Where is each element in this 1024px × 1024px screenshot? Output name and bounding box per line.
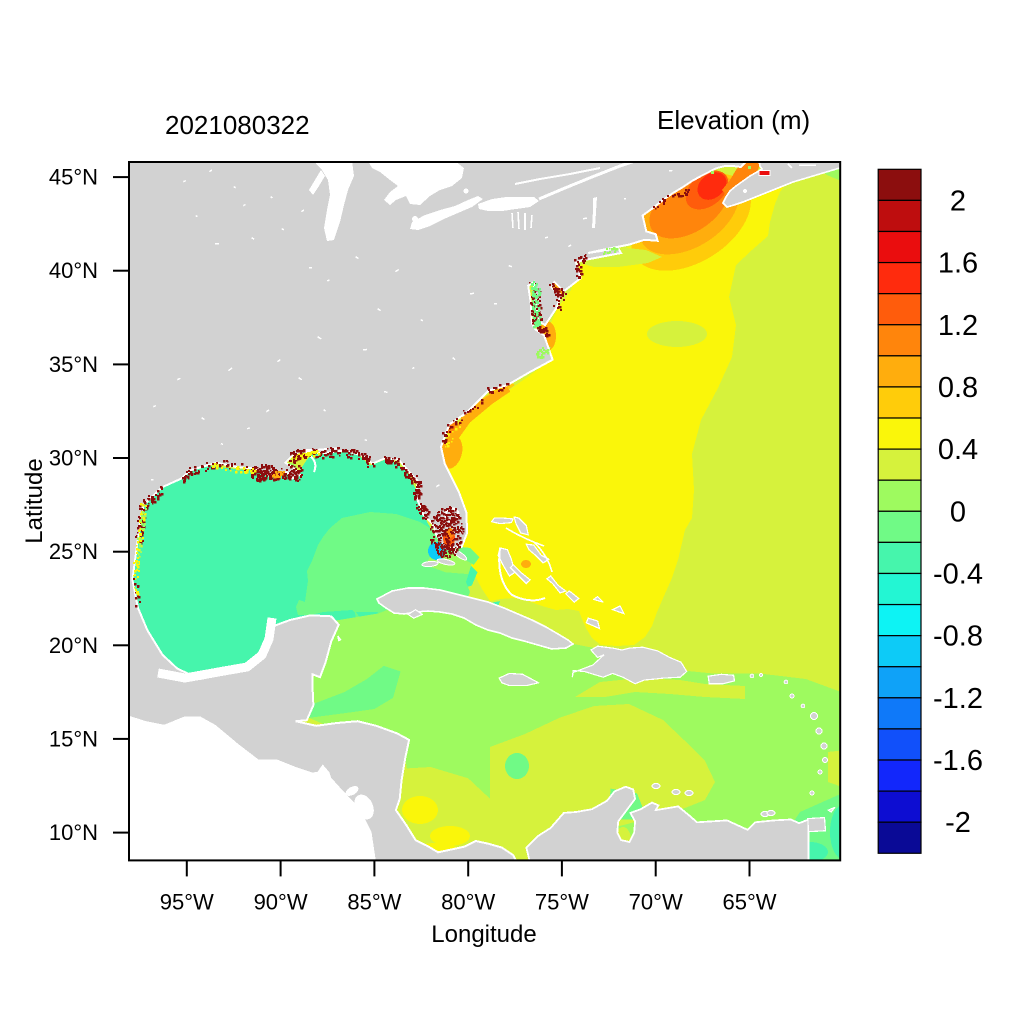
- svg-text:1.6: 1.6: [938, 248, 978, 280]
- svg-text:2021080322: 2021080322: [165, 110, 310, 140]
- svg-text:95°W: 95°W: [160, 889, 214, 914]
- svg-text:0: 0: [950, 496, 966, 528]
- svg-text:20°N: 20°N: [49, 633, 98, 658]
- svg-text:Elevation (m): Elevation (m): [657, 105, 810, 135]
- svg-text:75°W: 75°W: [535, 889, 589, 914]
- svg-text:25°N: 25°N: [49, 539, 98, 564]
- svg-text:Latitude: Latitude: [21, 458, 48, 543]
- svg-text:65°W: 65°W: [722, 889, 776, 914]
- svg-text:-2: -2: [945, 807, 971, 839]
- svg-text:-1.6: -1.6: [933, 745, 983, 777]
- svg-text:90°W: 90°W: [254, 889, 308, 914]
- svg-text:80°W: 80°W: [441, 889, 495, 914]
- svg-text:30°N: 30°N: [49, 446, 98, 471]
- svg-text:1.2: 1.2: [938, 310, 978, 342]
- svg-text:0.4: 0.4: [938, 434, 978, 466]
- svg-text:-0.4: -0.4: [933, 559, 983, 591]
- svg-text:0.8: 0.8: [938, 372, 978, 404]
- svg-text:-0.8: -0.8: [933, 621, 983, 653]
- svg-text:15°N: 15°N: [49, 726, 98, 751]
- svg-text:Longitude: Longitude: [431, 921, 536, 948]
- svg-text:2: 2: [950, 185, 966, 217]
- svg-text:45°N: 45°N: [49, 165, 98, 190]
- svg-text:10°N: 10°N: [49, 820, 98, 845]
- svg-text:70°W: 70°W: [629, 889, 683, 914]
- svg-text:40°N: 40°N: [49, 258, 98, 283]
- svg-text:-1.2: -1.2: [933, 683, 983, 715]
- svg-text:85°W: 85°W: [347, 889, 401, 914]
- svg-text:35°N: 35°N: [49, 352, 98, 377]
